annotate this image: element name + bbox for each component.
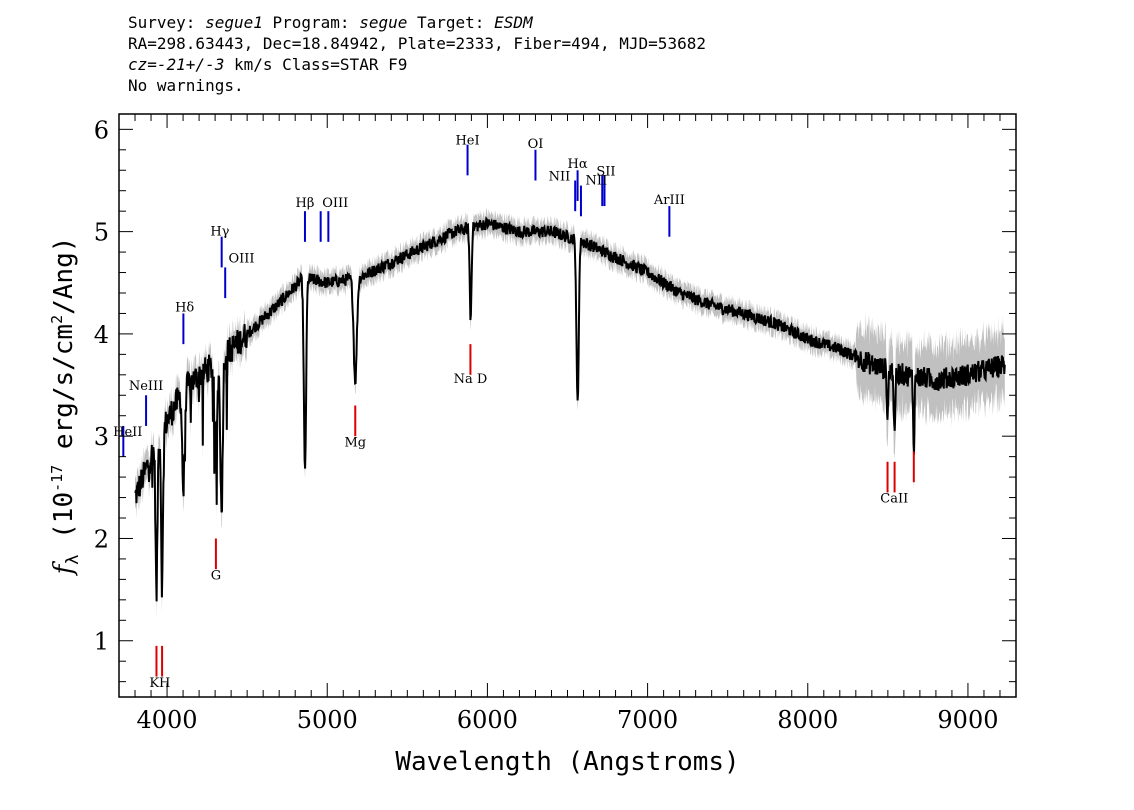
line-label-16: Mg xyxy=(344,435,366,450)
y-tick-label: 6 xyxy=(94,116,109,144)
header-coordinates-line: RA=298.63443, Dec=18.84942, Plate=2333, … xyxy=(128,34,706,53)
line-label-15: G xyxy=(211,568,221,583)
line-label-12: SII xyxy=(596,164,615,179)
header-survey-line: Survey: segue1 Program: segue Target: ES… xyxy=(128,12,706,33)
line-label-5: Hβ xyxy=(296,196,315,211)
target-label: Target: xyxy=(407,13,495,32)
x-tick-label: 7000 xyxy=(617,706,678,734)
y-tick-label: 3 xyxy=(94,423,109,451)
x-tick-label: 5000 xyxy=(297,706,358,734)
line-label-0: HeII xyxy=(113,425,142,440)
header-redshift-line: cz=-21+/-3 km/s Class=STAR F9 xyxy=(128,54,706,75)
y-axis-title: fλ (10-17 erg/s/cm2/Ang) xyxy=(48,237,83,577)
target-value: ESDM xyxy=(494,13,533,32)
x-tick-label: 4000 xyxy=(137,706,198,734)
cz-label: cz xyxy=(128,55,148,74)
x-axis-title: Wavelength (Angstroms) xyxy=(395,747,739,777)
error-band xyxy=(135,208,1005,617)
flux-series xyxy=(134,215,1006,602)
flux-error-band xyxy=(135,208,1005,617)
line-label-1: NeIII xyxy=(129,379,163,394)
x-tick-label: 6000 xyxy=(457,706,518,734)
axis-ticks: 4000 5000 6000 7000 8000 9000 1 2 3 4 5 6 xyxy=(94,114,1017,734)
y-tick-label: 2 xyxy=(94,525,109,553)
line-label-14: KH xyxy=(149,676,170,691)
y-tick-label: 4 xyxy=(94,321,109,349)
cz-rest: km/s Class=STAR F9 xyxy=(224,55,408,74)
program-value: segue xyxy=(359,13,408,32)
spectrum-header: Survey: segue1 Program: segue Target: ES… xyxy=(128,12,706,96)
spectral-line-markers xyxy=(122,144,915,677)
line-label-4: OIII xyxy=(228,251,254,266)
plot-frame xyxy=(118,113,1017,698)
line-label-17: Na D xyxy=(454,372,488,387)
y-tick-label: 5 xyxy=(94,219,109,247)
y-tick-label: 1 xyxy=(94,628,109,656)
line-label-3: Hγ xyxy=(210,225,229,240)
survey-label: Survey: xyxy=(128,13,206,32)
line-label-13: ArIII xyxy=(653,193,685,208)
x-tick-label: 9000 xyxy=(937,706,998,734)
header-warnings-line: No warnings. xyxy=(128,76,244,95)
x-tick-label: 8000 xyxy=(777,706,838,734)
line-label-2: Hδ xyxy=(175,300,194,315)
line-label-8: OI xyxy=(528,137,544,152)
flux-line xyxy=(134,215,1006,602)
survey-value: segue1 xyxy=(205,13,263,32)
line-label-6: OIII xyxy=(322,196,348,211)
line-label-18: CaII xyxy=(880,492,908,507)
program-label: Program: xyxy=(262,13,360,32)
line-label-11: NII xyxy=(586,174,608,189)
line-label-7: HeI xyxy=(455,134,479,149)
cz-value: =-21+/-3 xyxy=(147,55,225,74)
line-label-9: NII xyxy=(549,169,571,184)
line-label-10: Hα xyxy=(568,157,588,172)
